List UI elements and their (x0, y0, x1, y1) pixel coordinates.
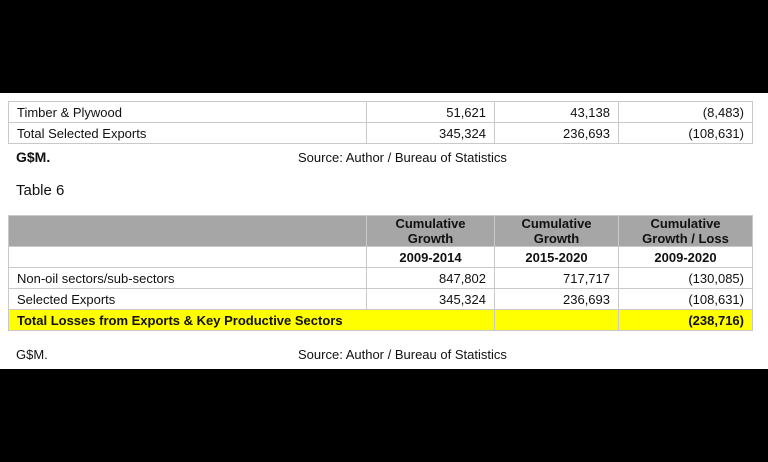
cell-value: 717,717 (494, 267, 619, 289)
cell-value: 51,621 (366, 101, 495, 123)
cell-value: (8,483) (618, 101, 753, 123)
source-note: Source: Author / Bureau of Statistics (298, 150, 507, 165)
total-row: Total Losses from Exports & Key Producti… (8, 309, 753, 331)
cell-value: 43,138 (494, 101, 619, 123)
table-row: Total Selected Exports 345,324 236,693 (… (8, 122, 753, 144)
header-blank (8, 215, 367, 247)
unit-label: G$M. (16, 149, 51, 165)
cell-value: 847,802 (366, 267, 495, 289)
table-row: Timber & Plywood 51,621 43,138 (8,483) (8, 101, 753, 123)
cell-value: 236,693 (494, 122, 619, 144)
table-row: Non-oil sectors/sub-sectors 847,802 717,… (8, 267, 753, 289)
total-label: Total Losses from Exports & Key Producti… (8, 309, 495, 331)
row-label: Timber & Plywood (8, 101, 367, 123)
column-header: Cumulative Growth (494, 215, 619, 247)
cell-value: (108,631) (618, 288, 753, 310)
total-blank (494, 309, 619, 331)
cell-value: 345,324 (366, 122, 495, 144)
cell-value: 236,693 (494, 288, 619, 310)
exports-table: Timber & Plywood 51,621 43,138 (8,483) T… (8, 101, 753, 144)
period-row: 2009-2014 2015-2020 2009-2020 (8, 246, 753, 268)
table-6: Cumulative Growth Cumulative Growth Cumu… (8, 215, 753, 331)
column-header: Cumulative Growth (366, 215, 495, 247)
row-label: Total Selected Exports (8, 122, 367, 144)
period-header: 2009-2014 (366, 246, 495, 268)
table-row: Selected Exports 345,324 236,693 (108,63… (8, 288, 753, 310)
table-title: Table 6 (16, 182, 65, 199)
header-row: Cumulative Growth Cumulative Growth Cumu… (8, 215, 753, 247)
row-label: Selected Exports (8, 288, 367, 310)
document-sheet: Timber & Plywood 51,621 43,138 (8,483) T… (0, 93, 768, 369)
unit-label: G$M. (16, 347, 48, 362)
total-value: (238,716) (618, 309, 753, 331)
period-blank (8, 246, 367, 268)
cell-value: (130,085) (618, 267, 753, 289)
column-header: Cumulative Growth / Loss (618, 215, 753, 247)
cell-value: 345,324 (366, 288, 495, 310)
row-label: Non-oil sectors/sub-sectors (8, 267, 367, 289)
source-note: Source: Author / Bureau of Statistics (298, 347, 507, 362)
cell-value: (108,631) (618, 122, 753, 144)
period-header: 2009-2020 (618, 246, 753, 268)
period-header: 2015-2020 (494, 246, 619, 268)
